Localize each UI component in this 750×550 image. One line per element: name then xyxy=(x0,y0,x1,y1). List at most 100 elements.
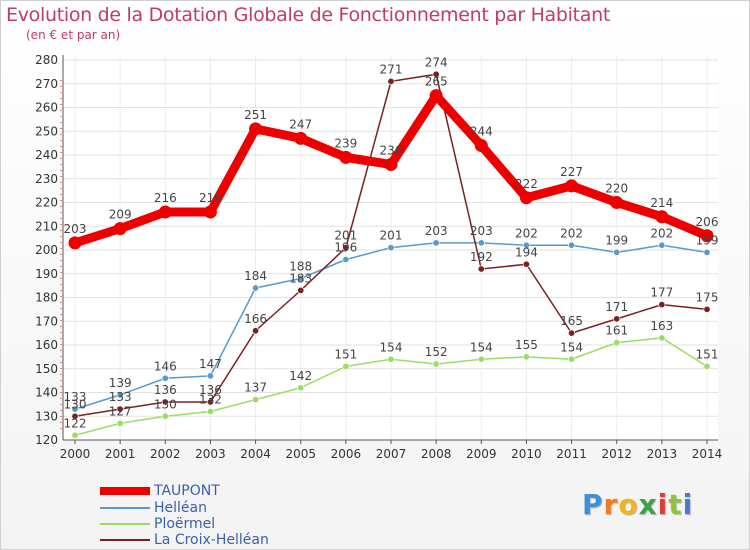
data-label-taupont: 216 xyxy=(199,191,222,205)
data-label-taupont: 265 xyxy=(425,75,448,89)
y-tick-label: 270 xyxy=(35,77,58,91)
data-label-lacroix: 136 xyxy=(154,383,177,397)
data-label-ploermel: 151 xyxy=(334,347,357,361)
y-tick-label: 230 xyxy=(35,172,58,186)
data-point-ploermel xyxy=(116,419,124,427)
data-label-taupont: 244 xyxy=(470,125,493,139)
data-point-hellean xyxy=(342,255,350,263)
data-point-lacroix xyxy=(387,77,395,85)
data-point-taupont xyxy=(68,236,82,250)
data-point-hellean xyxy=(161,374,169,382)
data-label-taupont: 216 xyxy=(154,191,177,205)
data-point-taupont xyxy=(519,191,533,205)
data-point-taupont xyxy=(384,158,398,171)
legend-swatch-hellean xyxy=(100,507,150,509)
data-label-ploermel: 137 xyxy=(244,381,267,395)
data-point-taupont xyxy=(474,139,488,152)
data-point-taupont xyxy=(655,210,669,224)
data-label-hellean: 199 xyxy=(696,233,719,247)
y-tick-label: 190 xyxy=(35,267,58,281)
y-tick-label: 170 xyxy=(35,314,58,328)
data-label-ploermel: 163 xyxy=(650,319,673,333)
data-label-lacroix: 165 xyxy=(560,314,583,328)
data-label-hellean: 147 xyxy=(199,357,222,371)
data-label-taupont: 203 xyxy=(64,222,87,236)
data-point-hellean xyxy=(477,239,485,247)
y-tick-label: 130 xyxy=(35,409,58,423)
data-point-taupont xyxy=(339,150,353,164)
data-label-ploermel: 152 xyxy=(425,345,448,359)
legend-label-hellean: Helléan xyxy=(154,500,207,516)
chart-subtitle: (en € et par an) xyxy=(26,28,121,42)
data-label-taupont: 206 xyxy=(696,215,719,229)
data-point-taupont xyxy=(158,205,172,219)
y-tick-label: 160 xyxy=(35,338,58,352)
data-point-ploermel xyxy=(613,339,621,347)
data-label-hellean: 202 xyxy=(650,226,673,240)
data-point-ploermel xyxy=(387,355,395,363)
data-point-ploermel xyxy=(206,407,214,415)
x-tick-label: 2000 xyxy=(60,447,91,461)
data-label-lacroix: 201 xyxy=(334,229,357,243)
data-label-taupont: 251 xyxy=(244,108,267,122)
data-point-lacroix xyxy=(703,305,711,313)
y-tick-label: 120 xyxy=(35,433,58,447)
data-point-ploermel xyxy=(477,355,485,363)
data-label-hellean: 199 xyxy=(605,233,628,247)
data-point-hellean xyxy=(297,274,305,282)
data-label-taupont: 222 xyxy=(515,177,538,191)
data-label-hellean: 202 xyxy=(515,226,538,240)
data-point-lacroix xyxy=(432,70,440,78)
data-point-hellean xyxy=(71,405,79,413)
data-label-lacroix: 271 xyxy=(380,62,403,76)
data-label-ploermel: 151 xyxy=(696,347,719,361)
x-tick-label: 2002 xyxy=(150,447,181,461)
data-label-lacroix: 194 xyxy=(515,245,538,259)
x-tick-label: 2007 xyxy=(376,447,407,461)
y-tick-label: 280 xyxy=(35,53,58,67)
data-point-ploermel xyxy=(71,431,79,439)
data-label-taupont: 236 xyxy=(380,144,403,158)
y-tick-label: 220 xyxy=(35,196,58,210)
data-point-hellean xyxy=(522,241,530,249)
data-label-ploermel: 142 xyxy=(289,369,312,383)
data-point-lacroix xyxy=(206,398,214,406)
data-point-ploermel xyxy=(432,360,440,368)
data-label-taupont: 209 xyxy=(109,208,132,222)
x-tick-label: 2013 xyxy=(647,447,678,461)
data-point-lacroix xyxy=(71,412,79,420)
y-tick-label: 250 xyxy=(35,124,58,138)
data-point-ploermel xyxy=(568,355,576,363)
data-point-hellean xyxy=(613,248,621,256)
data-label-ploermel: 161 xyxy=(605,324,628,338)
data-label-hellean: 201 xyxy=(380,229,403,243)
legend-label-ploermel: Ploërmel xyxy=(154,516,216,532)
data-point-ploermel xyxy=(252,396,260,404)
data-label-lacroix: 136 xyxy=(199,383,222,397)
data-point-taupont xyxy=(565,179,579,193)
x-tick-label: 2004 xyxy=(240,447,271,461)
proxiti-logo: Proxiti xyxy=(582,488,694,521)
x-tick-label: 2011 xyxy=(556,447,587,461)
data-point-lacroix xyxy=(252,327,260,335)
legend-swatch-ploermel xyxy=(100,523,150,525)
data-label-lacroix: 192 xyxy=(470,250,493,264)
data-label-hellean: 146 xyxy=(154,359,177,373)
data-point-lacroix xyxy=(116,405,124,413)
y-tick-label: 180 xyxy=(35,291,58,305)
x-tick-label: 2005 xyxy=(285,447,316,461)
data-label-ploermel: 127 xyxy=(109,404,132,418)
data-point-lacroix xyxy=(477,265,485,273)
data-label-ploermel: 154 xyxy=(560,340,583,354)
data-label-lacroix: 133 xyxy=(109,390,132,404)
data-point-lacroix xyxy=(568,329,576,337)
y-tick-label: 140 xyxy=(35,386,58,400)
data-label-ploermel: 122 xyxy=(64,416,87,430)
data-label-hellean: 139 xyxy=(109,376,132,390)
data-label-hellean: 203 xyxy=(425,224,448,238)
data-label-taupont: 227 xyxy=(560,165,583,179)
data-point-lacroix xyxy=(342,244,350,252)
data-point-hellean xyxy=(206,372,214,380)
data-label-lacroix: 183 xyxy=(289,271,312,285)
